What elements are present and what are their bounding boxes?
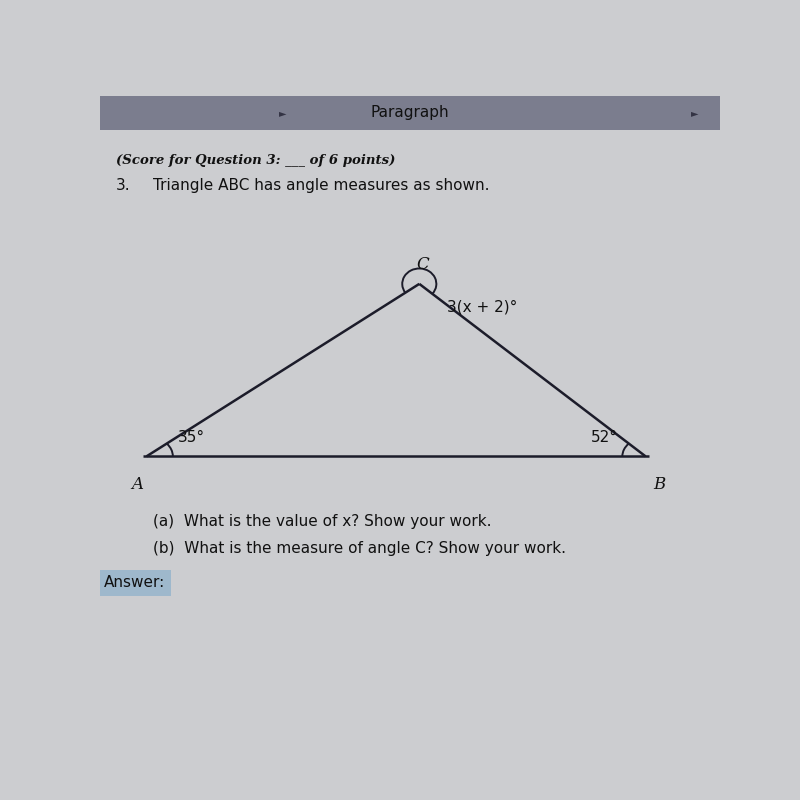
Text: Answer:: Answer: [104, 575, 166, 590]
Text: 35°: 35° [178, 430, 205, 446]
Text: ►: ► [279, 108, 286, 118]
Text: (a)  What is the value of x? Show your work.: (a) What is the value of x? Show your wo… [153, 514, 491, 529]
Text: 3.: 3. [115, 178, 130, 193]
FancyBboxPatch shape [100, 96, 720, 130]
Text: 3(x + 2)°: 3(x + 2)° [447, 299, 518, 314]
Text: 52°: 52° [590, 430, 618, 446]
Text: B: B [653, 476, 666, 493]
Text: ►: ► [691, 108, 699, 118]
Text: A: A [131, 476, 143, 493]
Text: C: C [416, 256, 429, 273]
Text: (b)  What is the measure of angle C? Show your work.: (b) What is the measure of angle C? Show… [153, 542, 566, 556]
Text: Paragraph: Paragraph [370, 106, 450, 121]
Text: (Score for Question 3: ___ of 6 points): (Score for Question 3: ___ of 6 points) [115, 154, 395, 167]
Text: Triangle ABC has angle measures as shown.: Triangle ABC has angle measures as shown… [153, 178, 490, 193]
FancyBboxPatch shape [100, 570, 171, 596]
